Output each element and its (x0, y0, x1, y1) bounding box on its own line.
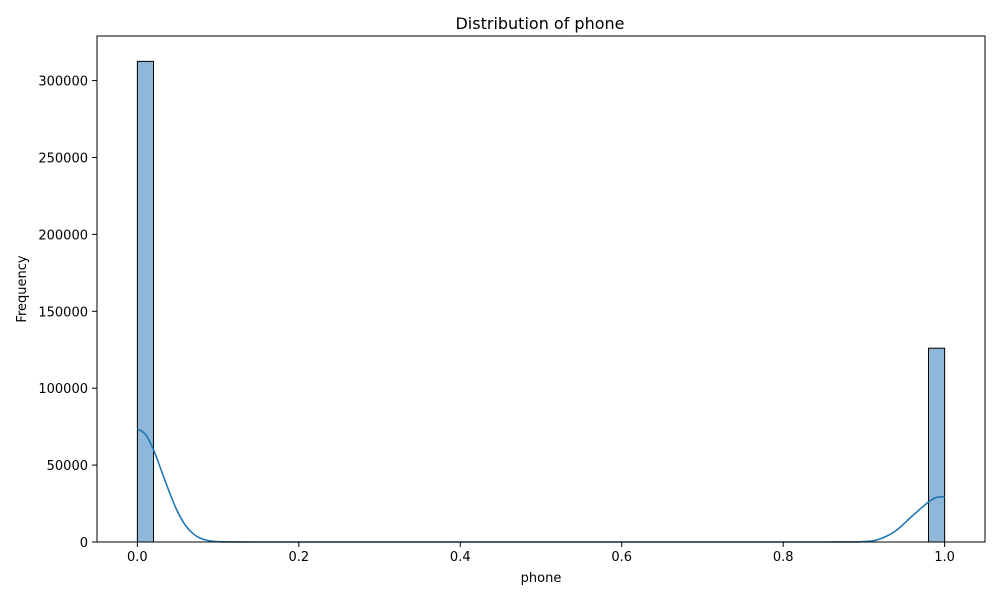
histogram-bar-0 (136, 60, 155, 543)
chart-title: Distribution of phone (455, 14, 624, 33)
histogram-bar-1 (927, 347, 946, 543)
kde-curve (136, 428, 945, 543)
x-axis-title: phone (521, 571, 562, 586)
bars-group (136, 60, 946, 543)
y-axis: 0 50000 100000 150000 200000 250000 300000 (38, 75, 97, 551)
y-tick-label: 0 (80, 536, 88, 551)
plot-frame (96, 35, 986, 543)
y-tick-label: 250000 (38, 152, 88, 167)
x-tick-label: 1.0 (934, 550, 955, 565)
y-tick-label: 150000 (38, 305, 88, 320)
y-tick-label: 100000 (38, 382, 88, 397)
x-tick-label: 0.4 (450, 550, 471, 565)
x-tick-label: 0.6 (611, 550, 632, 565)
x-tick-label: 0.8 (773, 550, 794, 565)
x-axis: 0.0 0.2 0.4 0.6 0.8 1.0 (127, 542, 955, 565)
y-tick-label: 300000 (38, 75, 88, 90)
y-tick-label: 200000 (38, 228, 88, 243)
y-tick-label: 50000 (47, 459, 88, 474)
x-tick-label: 0.2 (288, 550, 309, 565)
x-tick-label: 0.0 (127, 550, 148, 565)
y-axis-title: Frequency (15, 255, 30, 322)
